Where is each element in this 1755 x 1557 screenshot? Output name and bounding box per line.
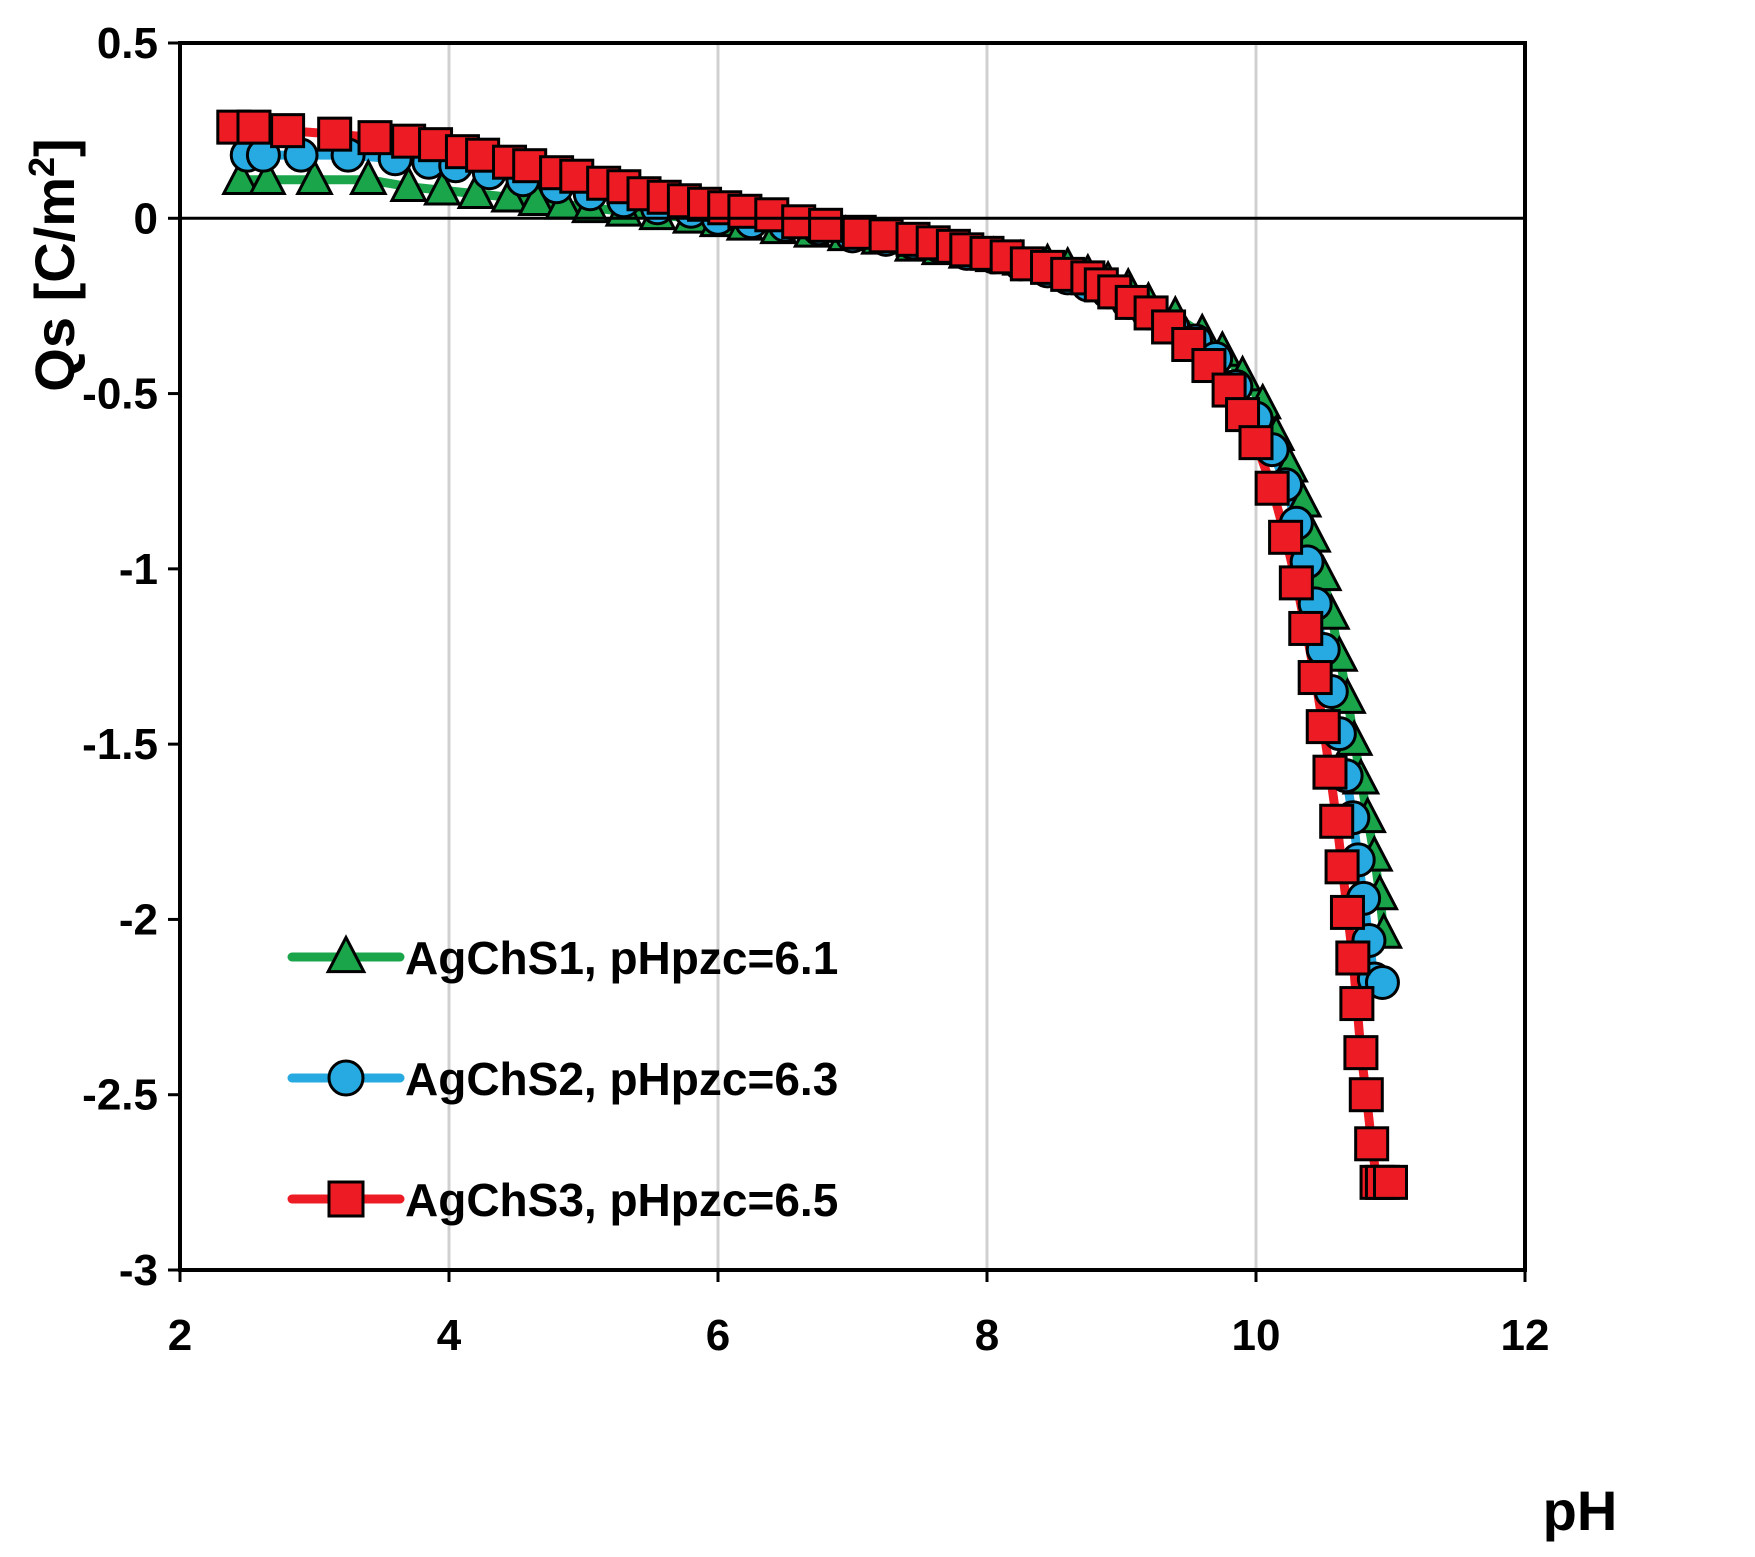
data-point-series-3 <box>317 116 353 152</box>
data-point-series-3 <box>1335 940 1371 976</box>
data-point-series-3 <box>1348 1077 1384 1113</box>
y-tick-label: -3 <box>119 1246 158 1295</box>
y-axis-title-sup: 2 <box>21 157 62 177</box>
data-point-series-3 <box>1288 610 1324 646</box>
data-point-series-1 <box>389 165 428 203</box>
data-point-series-3 <box>1268 519 1304 555</box>
y-tick-label: -2.5 <box>82 1071 158 1120</box>
legend-label-2: AgChS2, pHpzc=6.3 <box>405 1053 838 1105</box>
data-point-series-3 <box>1305 709 1341 745</box>
series-markers <box>216 109 1408 1200</box>
data-point-series-3 <box>808 207 844 243</box>
data-point-series-1 <box>295 158 334 196</box>
data-point-series-3 <box>1238 425 1274 461</box>
y-tick-label: -0.5 <box>82 370 158 419</box>
legend-marker-1 <box>325 934 367 974</box>
series-lines <box>229 122 1395 1187</box>
legend: AgChS1, pHpzc=6.1 AgChS2, pHpzc=6.3 AgChS3… <box>287 932 838 1226</box>
y-axis-title-close: ] <box>23 138 86 157</box>
x-axis-title: pH <box>1543 1479 1618 1542</box>
x-tick-label: 2 <box>168 1311 192 1360</box>
series-line-2 <box>242 150 1387 988</box>
legend-label-3: AgChS3, pHpzc=6.5 <box>405 1174 838 1226</box>
data-point-series-3 <box>1354 1126 1390 1162</box>
data-point-series-3 <box>236 109 272 145</box>
data-point-series-1 <box>423 168 462 206</box>
x-tick-label: 4 <box>437 1311 462 1360</box>
data-point-series-3 <box>1297 660 1333 696</box>
legend-label-1: AgChS1, pHpzc=6.1 <box>405 932 838 984</box>
y-axis-title: Qs [C/m2] <box>21 138 87 391</box>
data-point-series-3 <box>1151 309 1187 345</box>
y-tick-label: -1.5 <box>82 720 158 769</box>
data-point-series-3 <box>1312 754 1348 790</box>
series-line-3 <box>229 122 1395 1187</box>
data-point-series-1 <box>456 172 496 210</box>
series-line-1 <box>236 175 1389 938</box>
y-tick-label: -1 <box>119 545 158 594</box>
data-point-series-3 <box>1343 1035 1379 1071</box>
data-point-series-2 <box>1364 965 1400 1001</box>
data-point-series-1 <box>221 158 260 196</box>
y-tick-labels: 0.5 0 -0.5 -1 -1.5 -2 -2.5 -3 <box>82 19 158 1295</box>
y-axis-title-main: Qs [C/m <box>23 177 86 392</box>
y-tick-label: -2 <box>119 895 158 944</box>
data-point-series-3 <box>1278 565 1314 601</box>
legend-marker-3 <box>327 1180 365 1218</box>
x-tick-label: 10 <box>1232 1311 1281 1360</box>
plot-frame <box>178 41 1527 1272</box>
x-tick-label: 6 <box>706 1311 730 1360</box>
data-point-series-3 <box>1324 849 1360 885</box>
x-tick-labels: 2 4 6 8 10 12 <box>168 1311 1550 1360</box>
data-point-series-3 <box>270 113 306 149</box>
data-point-series-1 <box>349 158 388 196</box>
legend-marker-2 <box>327 1059 365 1097</box>
data-point-series-3 <box>1319 803 1355 839</box>
axes <box>168 41 1527 1282</box>
data-point-series-3 <box>1339 986 1375 1022</box>
y-tick-label: 0 <box>134 194 158 243</box>
data-point-series-3 <box>1254 470 1290 506</box>
x-tick-label: 8 <box>975 1311 999 1360</box>
data-point-series-1 <box>248 158 287 196</box>
data-point-series-3 <box>1373 1164 1408 1200</box>
x-tick-label: 12 <box>1501 1311 1550 1360</box>
data-point-series-3 <box>1329 894 1365 930</box>
data-point-series-3 <box>357 120 393 156</box>
y-tick-label: 0.5 <box>97 19 158 68</box>
